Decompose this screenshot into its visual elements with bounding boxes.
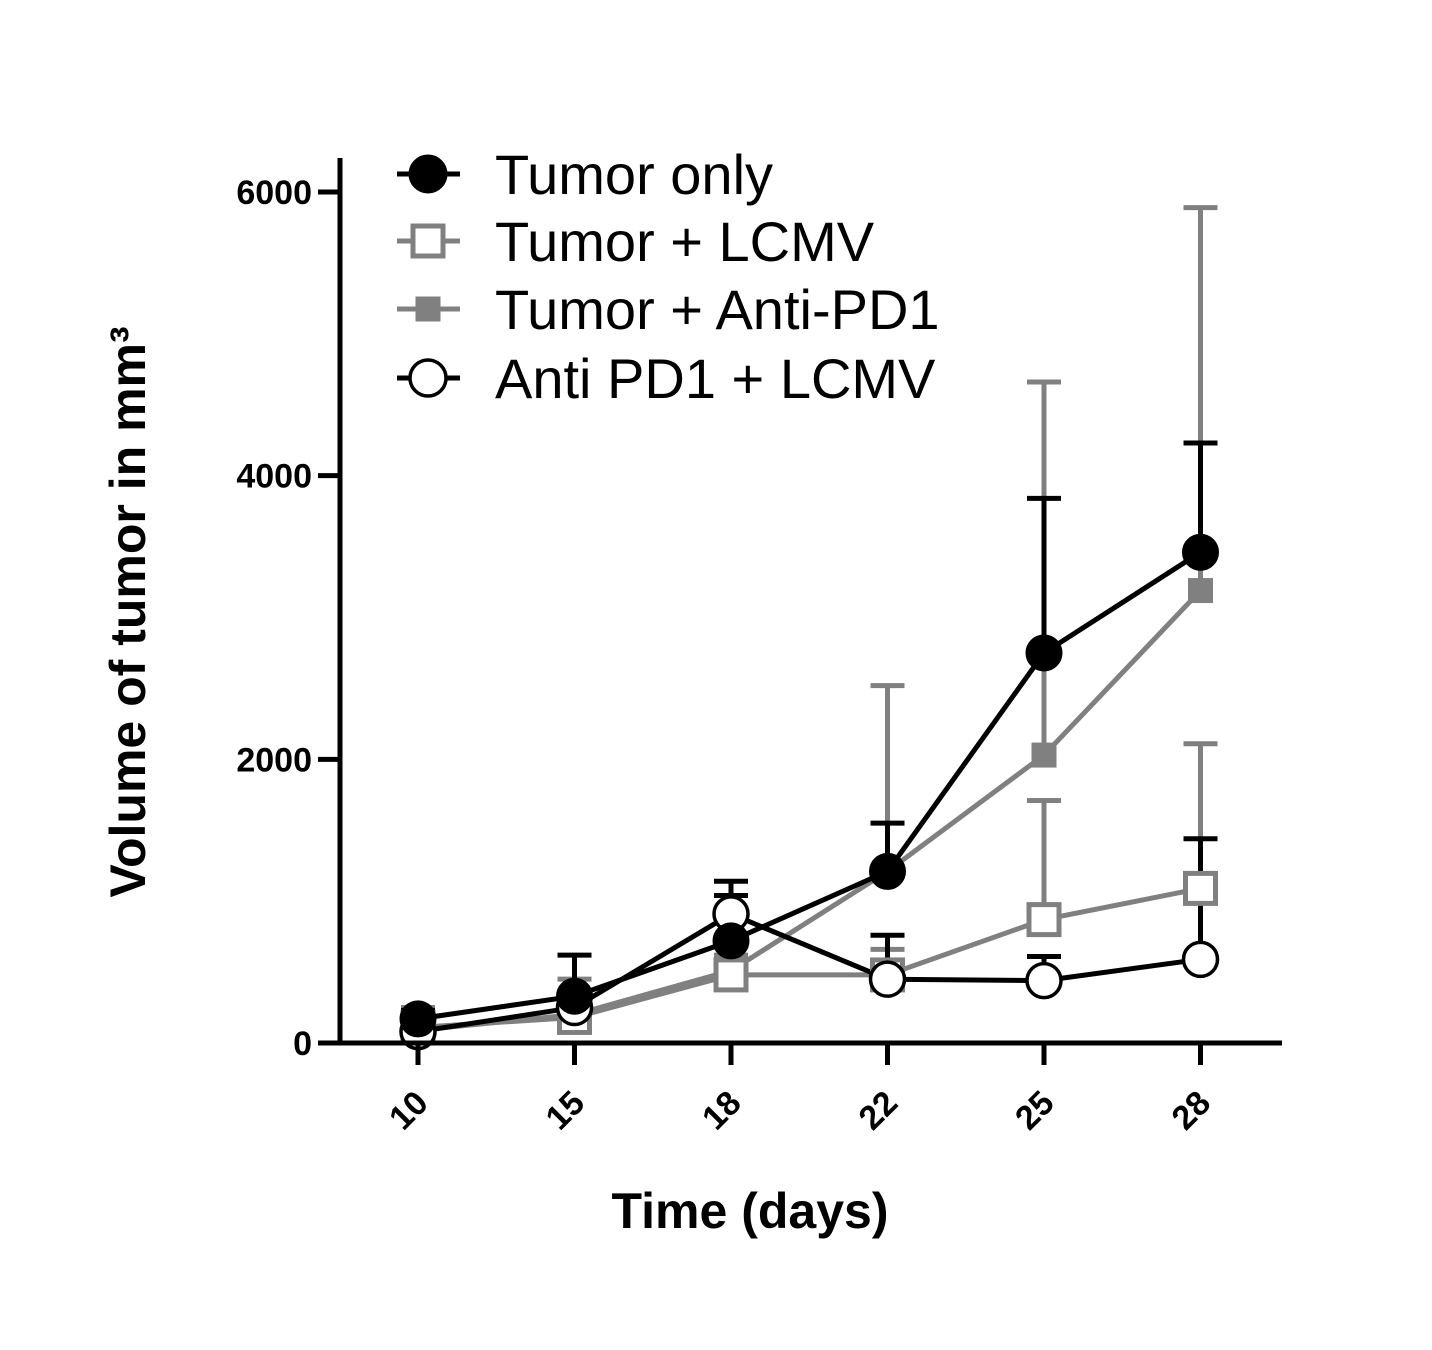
data-point-tumor-anti-pd1 <box>1031 742 1057 768</box>
data-point-anti-pd1-lcmv <box>868 960 907 998</box>
x-axis-ticks: 10 15 18 22 25 28 <box>382 1043 1218 1137</box>
series-line-anti-pd1-lcmv <box>417 911 1201 1035</box>
x-tick-label: 18 <box>695 1084 749 1138</box>
data-point-anti-pd1-lcmv <box>1181 940 1220 979</box>
data-point-anti-pd1-lcmv <box>1025 961 1063 1000</box>
x-axis-label: Time (days) <box>612 1183 889 1239</box>
legend-marker-tumor-anti-pd1 <box>415 296 441 322</box>
data-point-tumor-only <box>399 1000 437 1038</box>
data-point-tumor-only <box>556 977 593 1015</box>
series-lines-layer <box>417 550 1203 1035</box>
y-tick-label: 0 <box>293 1025 312 1063</box>
x-tick-label: 25 <box>1008 1084 1062 1138</box>
legend-label-anti-pd1-lcmv: Anti PD1 + LCMV <box>495 347 936 410</box>
data-point-tumor-only <box>1182 533 1219 571</box>
data-point-tumor-lcmv <box>713 957 749 993</box>
y-axis-ticks: 0 2000 4000 6000 <box>236 174 340 1063</box>
data-point-tumor-lcmv <box>1026 902 1062 938</box>
x-tick-label: 28 <box>1165 1084 1219 1138</box>
legend-marker-tumor-only <box>408 154 448 194</box>
legend-marker-tumor-lcmv <box>410 223 446 259</box>
legend-label-tumor-only: Tumor only <box>495 143 773 206</box>
data-point-tumor-only <box>712 922 750 960</box>
y-tick-label: 4000 <box>236 458 312 496</box>
series-line-tumor-only <box>417 550 1202 1022</box>
data-point-tumor-only <box>1025 634 1063 672</box>
legend-label-tumor-anti-pd1: Tumor + Anti-PD1 <box>495 278 940 341</box>
series-line-tumor-lcmv <box>417 885 1201 1030</box>
y-axis-label: Volume of tumor in mm³ <box>100 326 156 897</box>
x-tick-label: 15 <box>539 1084 593 1138</box>
series-line-tumor-anti-pd1 <box>417 588 1203 1033</box>
x-tick-label: 10 <box>382 1084 436 1138</box>
legend-marker-anti-pd1-lcmv <box>408 358 448 398</box>
series-markers-layer <box>399 533 1220 1051</box>
data-point-tumor-only <box>869 852 906 890</box>
x-tick-label: 22 <box>852 1084 906 1138</box>
data-point-tumor-lcmv <box>1183 870 1218 906</box>
y-tick-label: 2000 <box>236 741 312 779</box>
data-point-tumor-anti-pd1 <box>1188 578 1213 604</box>
legend-label-tumor-lcmv: Tumor + LCMV <box>495 210 875 273</box>
y-tick-label: 6000 <box>236 174 312 212</box>
